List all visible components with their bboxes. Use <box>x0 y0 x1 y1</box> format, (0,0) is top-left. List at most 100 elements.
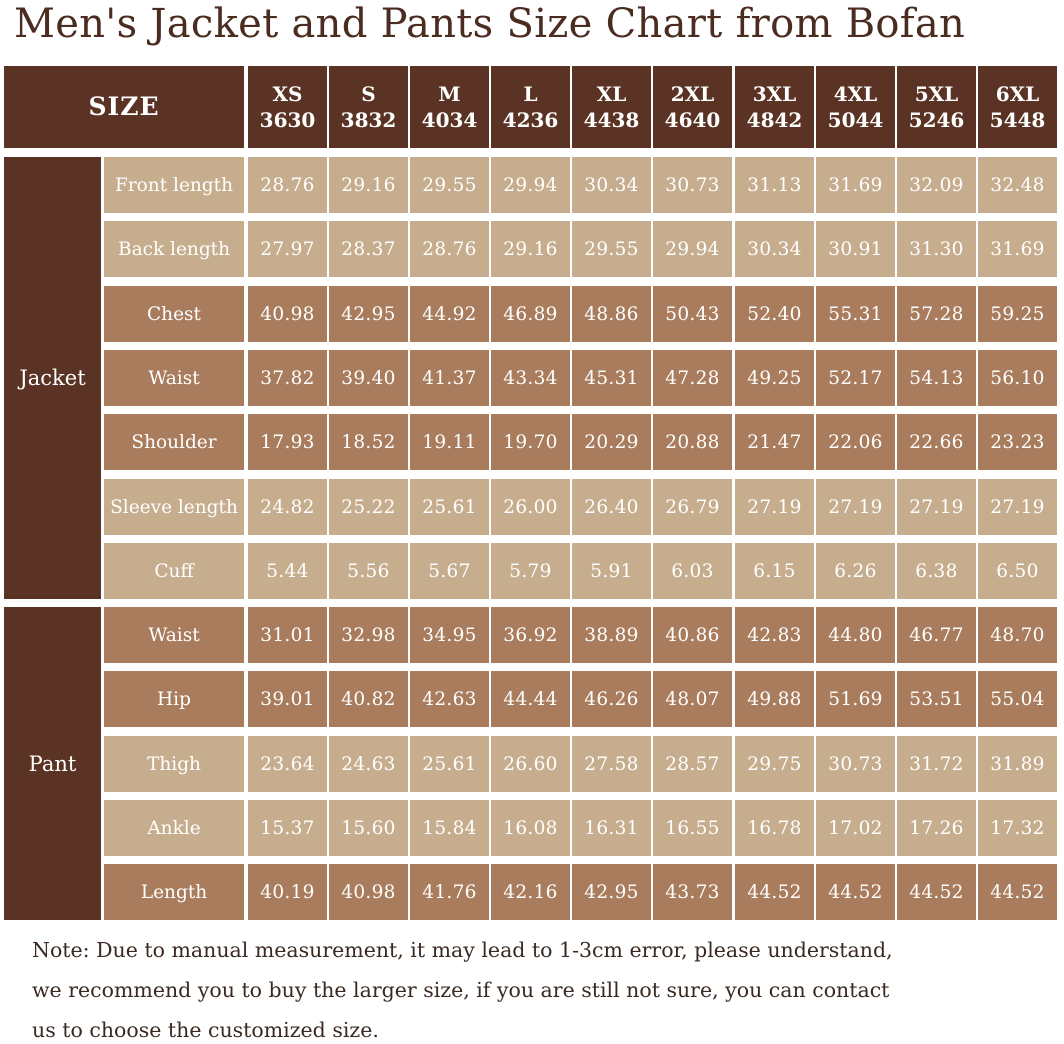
measurement-value: 29.55 <box>572 221 651 277</box>
size-header-label: SIZE <box>88 92 160 121</box>
size-code: 4438 <box>583 108 640 132</box>
measurement-value: 27.58 <box>572 736 651 792</box>
size-column-header: S 3832 <box>329 66 408 148</box>
measurement-value: 44.80 <box>816 607 895 663</box>
measurement-value: 42.63 <box>410 671 489 727</box>
measurement-value: 25.22 <box>329 479 408 535</box>
size-column-header: 4XL 5044 <box>816 66 895 148</box>
measurement-value: 6.03 <box>653 543 732 599</box>
measurement-value: 5.91 <box>572 543 651 599</box>
measurement-value: 41.76 <box>410 864 489 920</box>
measurement-value: 44.52 <box>978 864 1057 920</box>
measurement-label: Cuff <box>104 543 244 599</box>
measurement-value: 6.50 <box>978 543 1057 599</box>
size-column-header: XL 4438 <box>572 66 651 148</box>
size-column-header: L 4236 <box>491 66 570 148</box>
measurement-value: 5.44 <box>248 543 327 599</box>
measurement-value: 54.13 <box>897 350 976 406</box>
measurement-value: 30.73 <box>816 736 895 792</box>
measurement-value: 28.57 <box>653 736 732 792</box>
measurement-value: 22.06 <box>816 414 895 470</box>
measurement-value: 38.89 <box>572 607 651 663</box>
measurement-value: 26.40 <box>572 479 651 535</box>
measurement-value: 46.89 <box>491 286 570 342</box>
measurement-value: 24.82 <box>248 479 327 535</box>
measurement-value: 16.55 <box>653 800 732 856</box>
measurement-value: 51.69 <box>816 671 895 727</box>
measurement-value: 57.28 <box>897 286 976 342</box>
measurement-value: 42.95 <box>329 286 408 342</box>
measurement-value: 17.02 <box>816 800 895 856</box>
measurement-value: 31.72 <box>897 736 976 792</box>
measurement-value: 29.75 <box>735 736 814 792</box>
measurement-value: 28.76 <box>410 221 489 277</box>
measurement-value: 5.79 <box>491 543 570 599</box>
measurement-value: 29.94 <box>491 157 570 213</box>
measurement-value: 31.69 <box>978 221 1057 277</box>
measurement-value: 47.28 <box>653 350 732 406</box>
measurement-label: Thigh <box>104 736 244 792</box>
measurement-value: 32.09 <box>897 157 976 213</box>
measurement-value: 5.56 <box>329 543 408 599</box>
measurement-value: 16.08 <box>491 800 570 856</box>
measurement-value: 29.94 <box>653 221 732 277</box>
note-line: Note: Due to manual measurement, it may … <box>32 938 893 962</box>
size-name: 3XL <box>752 82 797 106</box>
measurement-value: 31.69 <box>816 157 895 213</box>
measurement-label: Front length <box>104 157 244 213</box>
measurement-value: 17.93 <box>248 414 327 470</box>
size-name: 5XL <box>914 82 959 106</box>
measurement-value: 37.82 <box>248 350 327 406</box>
measurement-value: 16.31 <box>572 800 651 856</box>
size-name: L <box>523 82 538 106</box>
measurement-value: 55.04 <box>978 671 1057 727</box>
measurement-value: 43.34 <box>491 350 570 406</box>
size-name: 2XL <box>670 82 715 106</box>
measurement-value: 20.88 <box>653 414 732 470</box>
measurement-value: 6.26 <box>816 543 895 599</box>
size-column-header: 3XL 4842 <box>735 66 814 148</box>
measurement-value: 56.10 <box>978 350 1057 406</box>
size-column-header: XS 3630 <box>248 66 327 148</box>
measurement-value: 29.16 <box>491 221 570 277</box>
size-code: 3832 <box>340 108 397 132</box>
measurement-value: 26.00 <box>491 479 570 535</box>
size-code: 5448 <box>989 108 1046 132</box>
measurement-value: 44.52 <box>816 864 895 920</box>
measurement-value: 27.97 <box>248 221 327 277</box>
measurement-value: 46.26 <box>572 671 651 727</box>
measurement-value: 52.17 <box>816 350 895 406</box>
size-code: 4236 <box>502 108 559 132</box>
measurement-value: 25.61 <box>410 736 489 792</box>
measurement-value: 44.44 <box>491 671 570 727</box>
measurement-value: 26.79 <box>653 479 732 535</box>
measurement-value: 27.19 <box>978 479 1057 535</box>
group-label-pant: Pant <box>4 607 101 920</box>
measurement-value: 45.31 <box>572 350 651 406</box>
measurement-value: 53.51 <box>897 671 976 727</box>
measurement-value: 18.52 <box>329 414 408 470</box>
measurement-label: Back length <box>104 221 244 277</box>
measurement-value: 41.37 <box>410 350 489 406</box>
measurement-value: 15.60 <box>329 800 408 856</box>
measurement-value: 39.40 <box>329 350 408 406</box>
measurement-value: 30.34 <box>572 157 651 213</box>
measurement-value: 31.30 <box>897 221 976 277</box>
size-code: 3630 <box>259 108 316 132</box>
measurement-value: 15.37 <box>248 800 327 856</box>
measurement-value: 23.64 <box>248 736 327 792</box>
measurement-value: 27.19 <box>735 479 814 535</box>
measurement-value: 49.88 <box>735 671 814 727</box>
measurement-value: 23.23 <box>978 414 1057 470</box>
measurement-value: 29.16 <box>329 157 408 213</box>
measurement-value: 17.26 <box>897 800 976 856</box>
measurement-value: 17.32 <box>978 800 1057 856</box>
measurement-value: 42.95 <box>572 864 651 920</box>
measurement-value: 32.48 <box>978 157 1057 213</box>
measurement-value: 40.98 <box>248 286 327 342</box>
measurement-value: 34.95 <box>410 607 489 663</box>
measurement-label: Chest <box>104 286 244 342</box>
measurement-value: 24.63 <box>329 736 408 792</box>
measurement-value: 43.73 <box>653 864 732 920</box>
measurement-value: 48.86 <box>572 286 651 342</box>
